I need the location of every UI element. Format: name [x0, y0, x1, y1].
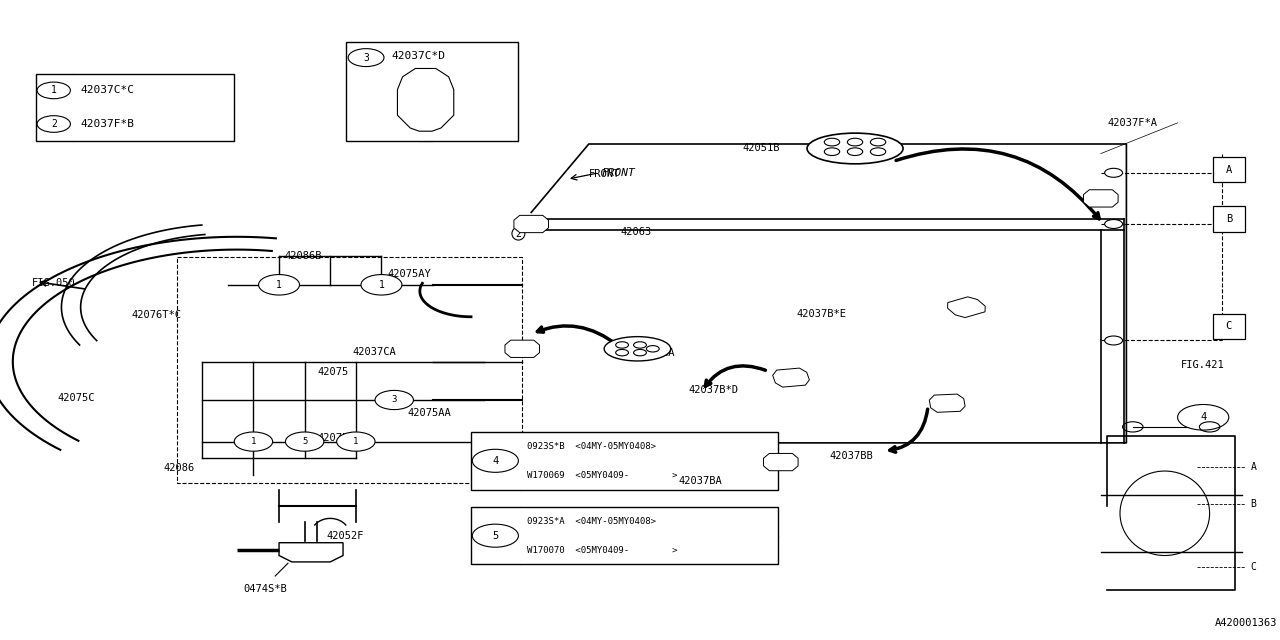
- Text: 42086B: 42086B: [284, 251, 321, 261]
- Text: 42037CA: 42037CA: [352, 347, 396, 357]
- Text: 42037C*C: 42037C*C: [81, 85, 134, 95]
- Text: 42075AA: 42075AA: [407, 408, 451, 418]
- Circle shape: [472, 524, 518, 547]
- Text: C: C: [1251, 562, 1257, 572]
- Text: FIG.050: FIG.050: [32, 278, 76, 288]
- Circle shape: [375, 390, 413, 410]
- Text: 1: 1: [276, 280, 282, 290]
- Text: 0474S*B: 0474S*B: [243, 584, 287, 594]
- Text: 0923S*B  <04MY-05MY0408>: 0923S*B <04MY-05MY0408>: [527, 442, 657, 451]
- Text: 42037F*B: 42037F*B: [81, 119, 134, 129]
- Text: 42086: 42086: [164, 463, 195, 474]
- Circle shape: [646, 346, 659, 352]
- Text: W170070  <05MY0409-        >: W170070 <05MY0409- >: [527, 545, 678, 555]
- Circle shape: [824, 148, 840, 156]
- Text: A: A: [1226, 164, 1231, 175]
- Polygon shape: [773, 368, 809, 387]
- Text: 42075: 42075: [317, 367, 348, 378]
- Polygon shape: [513, 215, 549, 232]
- Text: 4: 4: [1201, 412, 1206, 422]
- Circle shape: [616, 349, 628, 356]
- Text: 42075AY: 42075AY: [388, 269, 431, 279]
- Text: 1: 1: [51, 85, 56, 95]
- Text: 1: 1: [353, 437, 358, 446]
- Text: 1: 1: [379, 280, 384, 290]
- Text: 0923S*A  <04MY-05MY0408>: 0923S*A <04MY-05MY0408>: [527, 516, 657, 526]
- Text: 42075C: 42075C: [58, 393, 95, 403]
- Text: B: B: [1251, 499, 1257, 509]
- Polygon shape: [61, 225, 205, 345]
- Polygon shape: [504, 340, 540, 357]
- Circle shape: [1105, 220, 1123, 228]
- Text: 4: 4: [493, 456, 498, 466]
- Polygon shape: [947, 297, 986, 317]
- Ellipse shape: [808, 133, 904, 164]
- Text: 42037F*A: 42037F*A: [1107, 118, 1157, 128]
- Circle shape: [348, 49, 384, 67]
- Polygon shape: [763, 453, 799, 471]
- Text: 42052F: 42052F: [326, 531, 364, 541]
- Circle shape: [37, 82, 70, 99]
- Bar: [1213, 206, 1244, 232]
- Text: 3: 3: [392, 396, 397, 404]
- Circle shape: [361, 275, 402, 295]
- Circle shape: [634, 342, 646, 348]
- Text: 42063: 42063: [621, 227, 652, 237]
- Text: 42075D: 42075D: [317, 433, 355, 444]
- Ellipse shape: [604, 337, 671, 361]
- Circle shape: [1105, 336, 1123, 345]
- Text: 5: 5: [493, 531, 498, 541]
- Text: 5: 5: [302, 437, 307, 446]
- Text: FIG.421: FIG.421: [1181, 360, 1225, 370]
- Circle shape: [234, 432, 273, 451]
- Circle shape: [616, 342, 628, 348]
- Bar: [1213, 314, 1244, 339]
- Circle shape: [870, 148, 886, 156]
- Text: FRONT: FRONT: [602, 168, 635, 178]
- Circle shape: [1105, 168, 1123, 177]
- Circle shape: [634, 349, 646, 356]
- Circle shape: [337, 432, 375, 451]
- Text: FRONT: FRONT: [589, 169, 620, 179]
- Text: 42076T*C: 42076T*C: [132, 310, 182, 320]
- Text: A420001363: A420001363: [1215, 618, 1277, 628]
- Text: 42037B*E: 42037B*E: [796, 308, 846, 319]
- Circle shape: [472, 449, 518, 472]
- Text: 42037C*D: 42037C*D: [392, 51, 445, 61]
- Circle shape: [847, 148, 863, 156]
- Text: 1: 1: [251, 437, 256, 446]
- Polygon shape: [929, 394, 965, 412]
- Circle shape: [259, 275, 300, 295]
- Polygon shape: [0, 237, 276, 450]
- Circle shape: [824, 138, 840, 146]
- Bar: [1213, 157, 1244, 182]
- Text: 42037BA: 42037BA: [678, 476, 722, 486]
- Text: 42037BB: 42037BB: [829, 451, 873, 461]
- Text: B: B: [1226, 214, 1231, 224]
- Bar: [36, 74, 234, 141]
- Circle shape: [285, 432, 324, 451]
- Bar: [471, 507, 778, 564]
- Text: C: C: [1226, 321, 1231, 332]
- Text: A: A: [1251, 462, 1257, 472]
- Polygon shape: [1083, 189, 1119, 207]
- Bar: [346, 42, 518, 141]
- Text: 42051A: 42051A: [637, 348, 675, 358]
- Text: W170069  <05MY0409-        >: W170069 <05MY0409- >: [527, 470, 678, 480]
- Circle shape: [847, 138, 863, 146]
- Text: 2: 2: [516, 228, 521, 239]
- Text: 42051B: 42051B: [742, 143, 780, 154]
- Circle shape: [37, 116, 70, 132]
- Bar: [471, 432, 778, 490]
- Circle shape: [870, 138, 886, 146]
- Text: 42037B*D: 42037B*D: [689, 385, 739, 396]
- Text: 2: 2: [51, 119, 56, 129]
- Text: 3: 3: [364, 52, 369, 63]
- Circle shape: [1178, 404, 1229, 430]
